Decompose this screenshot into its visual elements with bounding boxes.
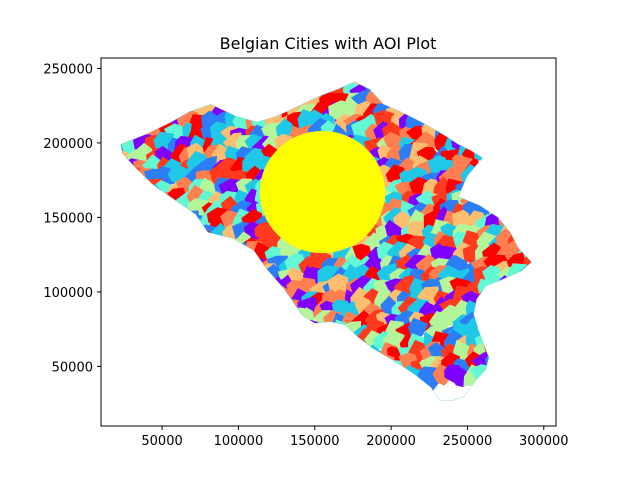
plot-frame	[100, 57, 557, 427]
plot-area	[100, 57, 557, 427]
y-axis: 50000 100000 150000 200000 250000	[43, 62, 101, 375]
y-tick-label: 50000	[52, 360, 93, 375]
x-tick-label: 250000	[443, 434, 493, 449]
y-tick-label: 250000	[43, 62, 93, 77]
x-tick-label: 100000	[214, 434, 264, 449]
aoi-circle	[259, 131, 385, 254]
x-tick-label: 150000	[290, 434, 340, 449]
chart-title: Belgian Cities with AOI Plot	[220, 34, 437, 53]
aoi-layer	[259, 131, 385, 254]
y-tick-label: 150000	[43, 211, 93, 226]
country-outline	[120, 81, 533, 401]
municipality-polygon	[327, 273, 349, 295]
y-tick-label: 100000	[43, 286, 93, 301]
municipality-polygon	[254, 221, 273, 239]
plot-title: Belgian Cities with AOI Plot	[220, 34, 437, 53]
country-boundary-layer	[120, 81, 533, 401]
x-tick-label: 50000	[141, 434, 182, 449]
municipality-polygon	[416, 286, 440, 307]
municipality-polygon	[376, 241, 395, 264]
x-tick-label: 200000	[366, 434, 416, 449]
x-axis: 50000 100000 150000 200000 250000 300000	[141, 426, 569, 449]
y-tick-label: 200000	[43, 137, 93, 152]
x-tick-label: 300000	[519, 434, 569, 449]
